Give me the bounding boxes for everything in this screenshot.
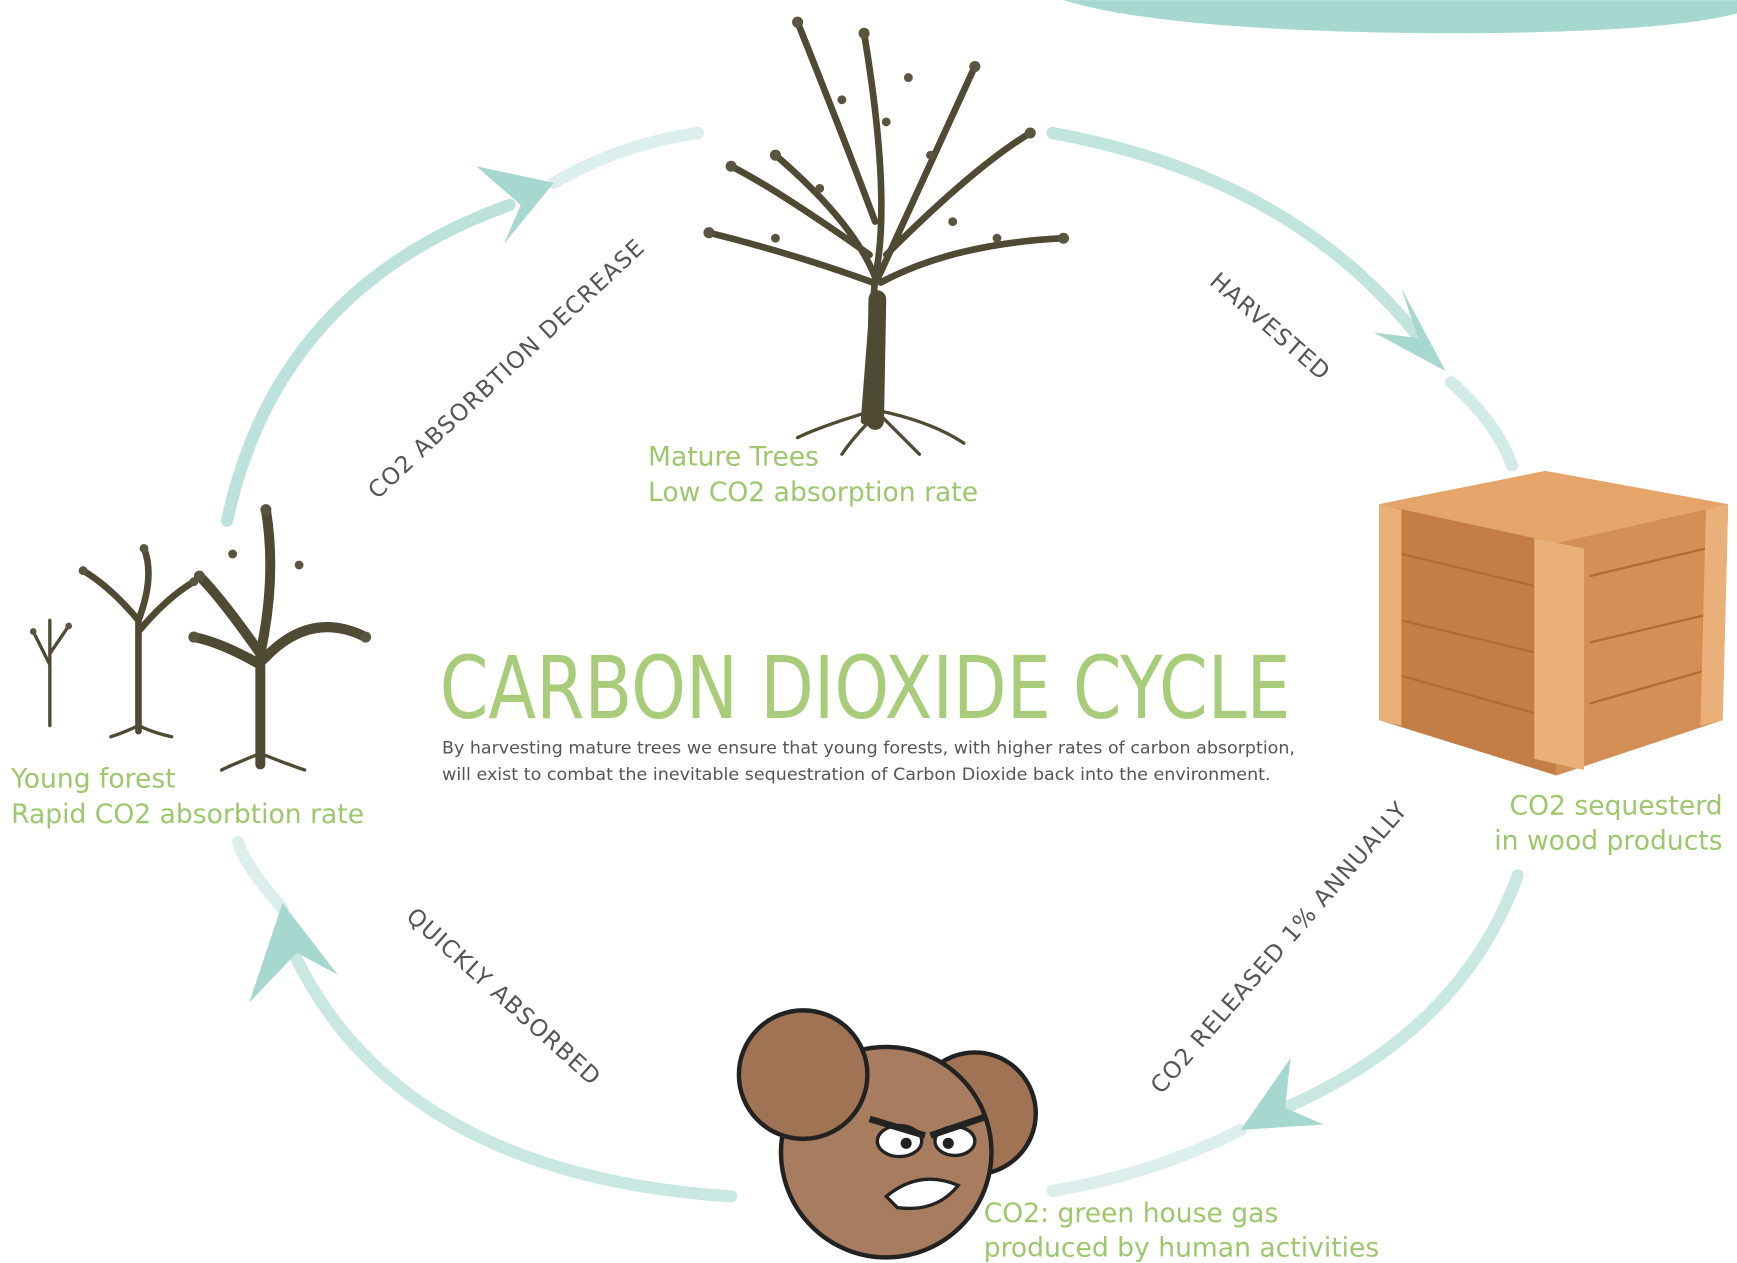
shape — [882, 117, 891, 126]
branches — [709, 22, 1063, 421]
shape — [739, 1010, 868, 1139]
arrow-label: QUICKLY ABSORBED — [401, 903, 606, 1092]
shape — [228, 550, 237, 559]
shape — [30, 504, 371, 642]
shape — [904, 73, 913, 82]
shape — [815, 184, 824, 193]
node-label: produced by human activities — [984, 1232, 1380, 1263]
shape — [926, 151, 935, 160]
shape — [771, 234, 780, 243]
arc — [1052, 1130, 1240, 1191]
shape — [360, 632, 371, 643]
mature-tree — [703, 17, 1069, 455]
arc — [554, 133, 698, 183]
arc — [227, 205, 509, 521]
arrow-label: HARVESTED — [1204, 267, 1335, 386]
shape — [969, 61, 980, 72]
trunk — [875, 299, 877, 421]
arrowhead — [249, 903, 338, 1003]
shape — [140, 544, 149, 553]
shape — [194, 571, 205, 582]
description: will exist to combat the inevitable sequ… — [442, 765, 1271, 785]
arc — [1451, 382, 1512, 465]
node-label: Low CO2 absorption rate — [648, 477, 978, 508]
shape — [1534, 538, 1584, 770]
shape — [188, 632, 199, 643]
shape — [65, 623, 72, 630]
shape — [859, 28, 870, 39]
shape — [726, 161, 737, 172]
shape — [703, 227, 714, 238]
shape — [83, 548, 194, 731]
shape — [901, 1138, 912, 1149]
shape — [260, 504, 271, 515]
shape — [1025, 127, 1036, 138]
shape — [993, 234, 1002, 243]
shape — [792, 17, 803, 28]
shape — [1058, 233, 1069, 244]
node-label: CO2 sequesterd — [1510, 790, 1723, 821]
title: CARBON DIOXIDE CYCLE — [440, 639, 1291, 739]
shape — [79, 566, 88, 575]
shape — [295, 561, 304, 570]
young-forest — [30, 504, 371, 770]
shape — [1379, 504, 1556, 775]
shape — [948, 217, 957, 226]
arc — [238, 842, 282, 908]
shape — [30, 628, 37, 635]
shape — [33, 620, 68, 725]
node-label: Rapid CO2 absorbtion rate — [11, 799, 364, 830]
description: By harvesting mature trees we ensure tha… — [442, 738, 1295, 758]
node-label: Young forest — [10, 764, 176, 795]
shape — [194, 510, 366, 765]
arrow-label: CO2 ABSORBTION DECREASE — [363, 234, 651, 505]
shape — [1379, 504, 1401, 726]
shape — [770, 150, 781, 161]
node-label: in wood products — [1494, 826, 1722, 857]
node-label: Mature Trees — [648, 441, 819, 472]
shape — [943, 1138, 954, 1149]
node-label: CO2: green house gas — [984, 1198, 1279, 1229]
diagram: HARVESTED CO2 RELEASED 1% ANNUALLY QUICK… — [0, 0, 1737, 1263]
crate — [1379, 471, 1728, 776]
shape — [703, 17, 1069, 244]
roots — [798, 410, 964, 454]
shape — [837, 95, 846, 104]
top-band — [1063, 0, 1737, 33]
